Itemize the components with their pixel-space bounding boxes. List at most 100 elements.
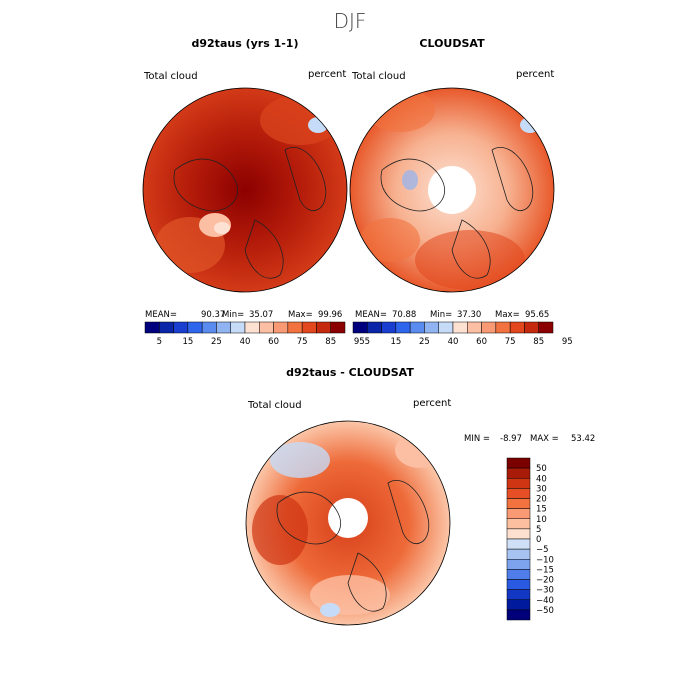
diff-colorbar-swatch <box>506 467 531 479</box>
right-colorbar-tick-label: 75 <box>505 337 516 347</box>
diff-colorbar-tick-label: 40 <box>536 474 547 484</box>
diff-colorbar-swatch <box>506 488 531 499</box>
diff-colorbar-swatch <box>506 538 531 550</box>
diff-colorbar-tick-label: 10 <box>536 515 547 525</box>
diff-colorbar-tick-label: −40 <box>536 596 554 606</box>
left-colorbar-tick-label: 25 <box>211 337 222 347</box>
diff-colorbar-tick-label: 5 <box>536 525 541 535</box>
diff-colorbar-tick-label: −50 <box>536 606 554 616</box>
left-polar-map <box>142 87 348 293</box>
right-colorbar-swatch <box>509 321 525 334</box>
right-colorbar-swatch <box>524 321 539 334</box>
right-colorbar-tick-label: 95 <box>562 337 573 347</box>
left-mean-label: MEAN= <box>145 310 177 320</box>
diff-colorbar-tick-label: 15 <box>536 505 547 515</box>
diff-colorbar-swatch <box>506 508 531 519</box>
right-colorbar-swatch <box>495 321 511 334</box>
left-colorbar-swatch <box>330 321 346 334</box>
right-panel-title: CLOUDSAT <box>419 37 485 50</box>
diff-colorbar-tick-label: 0 <box>536 535 541 545</box>
right-colorbar-swatch <box>438 321 454 334</box>
diff-colorbar-swatch <box>506 478 531 489</box>
right-colorbar-tick-label: 15 <box>390 337 401 347</box>
right-colorbar-swatch <box>538 321 554 334</box>
left-stats: MEAN= 90.37 Min= 35.07 Max= 99.96 <box>145 310 342 320</box>
right-colorbar-swatch <box>367 321 382 334</box>
left-colorbar-swatch <box>187 321 203 334</box>
left-max-value: 99.96 <box>318 310 342 320</box>
left-max-label: Max= <box>288 310 313 320</box>
left-colorbar-swatch <box>287 321 303 334</box>
right-colorbar-tick-label: 5 <box>365 337 370 347</box>
right-max-value: 95.65 <box>525 310 549 320</box>
left-colorbar-tick-label: 85 <box>325 337 336 347</box>
diff-colorbar-swatch <box>506 548 531 560</box>
diff-colorbar-swatch <box>506 599 531 611</box>
right-colorbar-tick-label: 25 <box>419 337 430 347</box>
diff-colorbar-tick-label: 20 <box>536 495 547 505</box>
left-colorbar-swatch <box>244 321 260 334</box>
diff-colorbar-tick-label: −30 <box>536 586 554 596</box>
diff-minmax: MIN = -8.97 MAX = 53.42 <box>464 434 595 444</box>
left-colorbar-swatch <box>144 321 160 334</box>
right-colorbar-swatch <box>381 321 397 334</box>
left-colorbar-tick-label: 40 <box>240 337 251 347</box>
left-colorbar-tick-label: 75 <box>297 337 308 347</box>
right-max-label: Max= <box>495 310 520 320</box>
right-colorbar-swatch <box>409 321 425 334</box>
diff-panel-title: d92taus - CLOUDSAT <box>286 366 414 379</box>
left-colorbar-swatch <box>259 321 274 334</box>
diff-colorbar-swatch <box>506 559 531 570</box>
right-min-value: 37.30 <box>457 310 481 320</box>
left-min-label: Min= <box>222 310 244 320</box>
left-colorbar-swatch <box>159 321 174 334</box>
left-colorbar-swatch <box>230 321 246 334</box>
left-colorbar-tick-label: 60 <box>268 337 279 347</box>
diff-polar-map <box>245 420 451 626</box>
diff-colorbar-tick-label: −10 <box>536 555 554 565</box>
left-colorbar-swatch <box>173 321 189 334</box>
left-colorbar-swatch <box>273 321 289 334</box>
right-colorbar-swatch <box>452 321 468 334</box>
left-colorbar: 5 15 25 40 60 75 85 95 <box>144 321 365 347</box>
left-units-label: percent <box>308 69 346 80</box>
left-colorbar-swatch <box>316 321 331 334</box>
left-min-value: 35.07 <box>249 310 273 320</box>
diff-colorbar-tick-label: 30 <box>536 484 547 494</box>
diff-colorbar-swatch <box>506 609 531 621</box>
diff-colorbar-swatch <box>506 569 531 580</box>
right-polar-map <box>349 87 555 293</box>
diff-colorbar-tick-label: −5 <box>536 545 549 555</box>
diff-colorbar-swatch <box>506 528 531 540</box>
right-min-label: Min= <box>430 310 452 320</box>
right-colorbar-swatch <box>481 321 497 334</box>
left-colorbar-swatch <box>301 321 317 334</box>
right-colorbar-tick-label: 40 <box>448 337 459 347</box>
left-colorbar-tick-label: 5 <box>157 337 162 347</box>
diff-colorbar-tick-label: 50 <box>536 464 547 474</box>
right-field-label: Total cloud <box>351 71 406 82</box>
left-colorbar-tick-label: 95 <box>354 337 365 347</box>
diff-colorbar-swatch <box>506 518 531 530</box>
diff-colorbar-tick-label: −20 <box>536 576 554 586</box>
diff-colorbar-swatch <box>506 498 531 509</box>
diff-min-value: -8.97 <box>500 434 522 444</box>
diff-colorbar-swatch <box>506 457 531 469</box>
right-colorbar-swatch <box>352 321 368 334</box>
right-stats: MEAN= 70.88 Min= 37.30 Max= 95.65 <box>355 310 549 320</box>
right-units-label: percent <box>516 69 554 80</box>
diff-colorbar-tick-label: −15 <box>536 565 554 575</box>
right-colorbar-tick-label: 60 <box>476 337 487 347</box>
left-colorbar-swatch <box>216 321 231 334</box>
left-mean-value: 90.37 <box>201 310 225 320</box>
right-colorbar: 5 15 25 40 60 75 85 95 <box>352 321 573 347</box>
diff-colorbar-swatch <box>506 589 531 600</box>
right-colorbar-swatch <box>467 321 482 334</box>
diff-min-label: MIN = <box>464 434 490 444</box>
diff-max-value: 53.42 <box>571 434 595 444</box>
left-colorbar-tick-label: 15 <box>182 337 193 347</box>
diff-colorbar-swatch <box>506 579 531 590</box>
right-colorbar-tick-label: 85 <box>533 337 544 347</box>
